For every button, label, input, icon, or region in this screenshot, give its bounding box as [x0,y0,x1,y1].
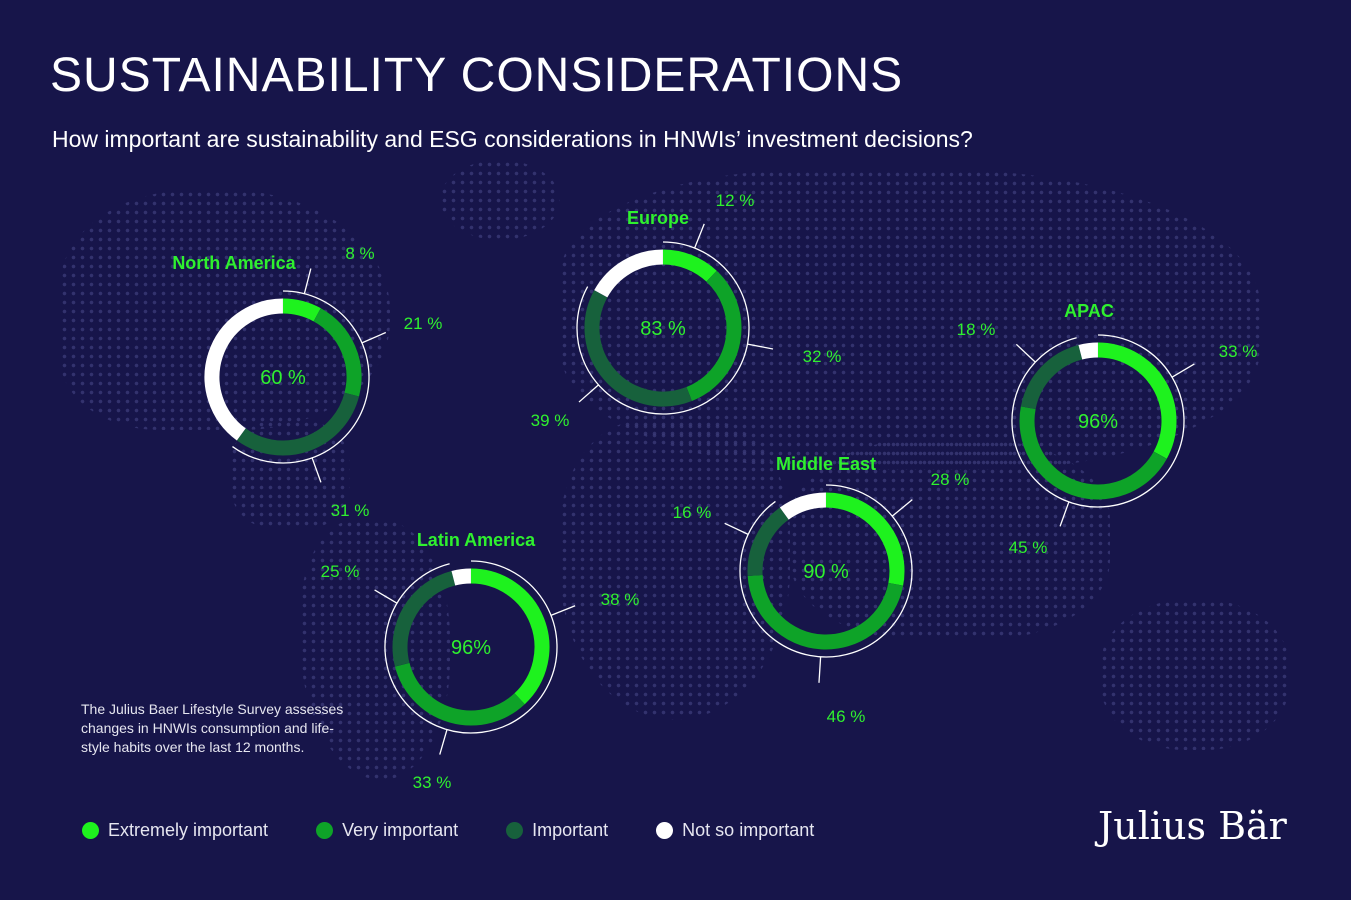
segment-label: 18 % [957,320,996,339]
donut-segment [662,249,717,282]
outer-arc [232,290,370,464]
donut-segment [594,249,664,298]
legend-label: Very important [342,820,459,840]
donut-segment [1078,342,1099,360]
region-title: APAC [1064,301,1114,321]
center-total: 96% [1078,411,1118,433]
legend-swatch [656,822,674,839]
leader-line [550,605,576,616]
segment-label: 45 % [1009,538,1048,557]
leader-line [818,656,822,683]
leader-line [311,457,322,483]
donut-segment [282,298,321,322]
outer-arc [384,560,558,734]
legend-swatch [82,822,99,839]
segment-label: 39 % [531,411,570,430]
legend-item-important: Important [506,820,608,841]
page-title: SUSTAINABILITY CONSIDERATIONS [50,49,904,102]
segment-label: 16 % [673,503,712,522]
segment-label: 8 % [345,244,374,263]
center-total: 60 % [260,367,306,389]
center-total: 83 % [640,318,686,340]
leader-line [578,384,599,403]
segment-label: 32 % [803,347,842,366]
region-title: Latin America [417,530,536,550]
donut-segment [747,507,789,576]
legend-label: Important [532,820,609,840]
center-total: 90 % [803,561,849,583]
legend-label: Extremely important [108,820,269,840]
legend-item-not-so: Not so important [656,820,814,841]
legend-item-extremely: Extremely important [82,820,268,841]
segment-label: 46 % [827,707,866,726]
donut-segment [1097,342,1177,459]
donut-segment [584,290,692,407]
region-title: Europe [627,208,689,228]
leader-line [891,499,913,517]
legend-swatch [506,822,524,839]
survey-note: The Julius Baer Lifestyle Survey assesse… [81,701,344,755]
donut-segment [236,392,360,456]
region-title: Middle East [776,454,876,474]
leader-line [747,343,774,350]
segment-label: 25 % [321,562,360,581]
leader-line [439,729,448,755]
page-subtitle: How important are sustainability and ESG… [52,126,973,152]
leader-line [1015,343,1036,363]
donut-segment [470,568,550,705]
donut-segment [686,270,742,401]
donut-segment [392,570,456,667]
legend-swatch [316,822,334,839]
donut-segment [451,568,472,586]
segment-label: 28 % [931,470,970,489]
donut-segment [313,308,362,397]
legend: Extremely important Very important Impor… [82,820,862,841]
donut-segment [1019,406,1167,500]
donut-segment [779,492,827,520]
segment-label: 12 % [716,191,755,210]
julius-baer-logo: Julius Bär [1098,804,1287,848]
segment-label: 33 % [1219,342,1258,361]
donut-segment [394,662,525,726]
legend-item-very: Very important [316,820,458,841]
segment-label: 33 % [413,773,452,792]
leader-line [694,223,705,249]
outer-arc [739,484,913,658]
segment-label: 31 % [331,501,370,520]
leader-line [303,268,312,294]
legend-label: Not so important [682,820,815,840]
leader-line [724,522,749,535]
donut-segment [204,298,284,441]
donut-segment [1020,344,1083,410]
outer-arc [1011,334,1185,508]
region-title: North America [172,253,296,273]
donut-segment [747,574,904,650]
segment-label: 38 % [601,590,640,609]
center-total: 96% [451,637,491,659]
leader-line [1171,363,1195,378]
donut-segment [825,492,905,586]
leader-line [1059,501,1070,527]
leader-line [361,331,387,344]
leader-line [374,589,398,604]
segment-label: 21 % [404,314,443,333]
outer-arc [576,241,750,415]
